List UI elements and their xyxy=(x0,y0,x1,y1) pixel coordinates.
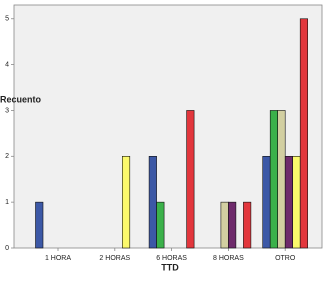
y-tick-label: 5 xyxy=(5,16,9,23)
y-tick-label: 1 xyxy=(5,199,9,206)
bar xyxy=(269,110,279,249)
x-tick-label: 6 HORAS xyxy=(156,255,187,262)
bar xyxy=(277,110,286,249)
x-tick-label: OTRO xyxy=(275,255,296,262)
y-tick-label: 0 xyxy=(5,245,9,252)
x-tick-label: 8 HORAS xyxy=(213,255,244,262)
x-axis-label: TTD xyxy=(161,262,179,272)
x-tick-label: 1 HORA xyxy=(45,255,71,262)
bar xyxy=(148,156,157,249)
y-tick-label: 3 xyxy=(5,107,9,114)
bar xyxy=(243,201,252,249)
bar xyxy=(35,201,44,249)
x-tick-label: 2 HORAS xyxy=(99,255,130,262)
bar xyxy=(156,201,165,249)
bar xyxy=(262,156,271,249)
bar xyxy=(299,18,309,249)
y-axis-label: Recuento xyxy=(0,94,42,104)
y-tick-label: 2 xyxy=(5,153,9,160)
bar xyxy=(186,110,195,249)
bar xyxy=(292,156,301,249)
bar xyxy=(284,156,294,249)
bar xyxy=(122,156,131,249)
bar xyxy=(228,201,237,249)
bar xyxy=(220,201,229,249)
y-tick-label: 4 xyxy=(5,61,9,68)
